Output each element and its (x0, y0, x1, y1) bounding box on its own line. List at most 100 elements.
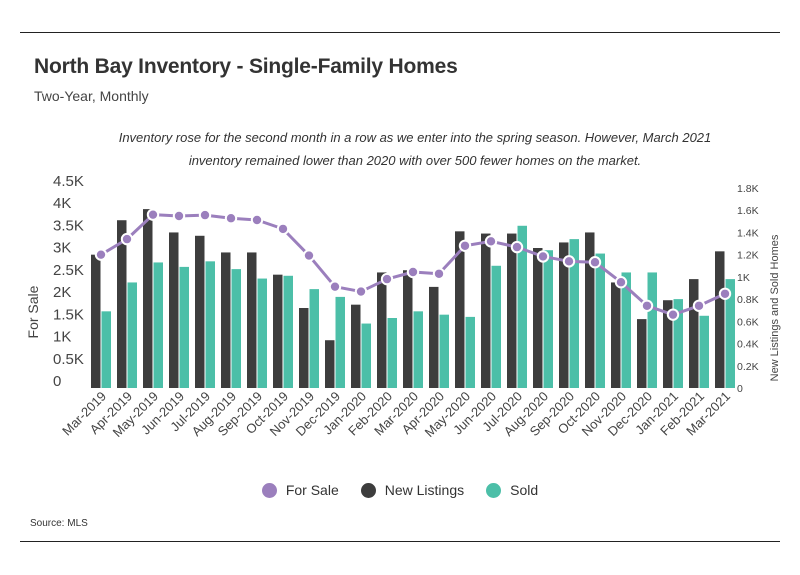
left-axis-tick-label: 4.5K (53, 173, 84, 190)
for-sale-point (510, 240, 524, 254)
left-axis-tick-label: 0 (53, 373, 61, 390)
sold-bar (335, 296, 345, 388)
sold-bar (179, 266, 189, 388)
sold-bar (439, 314, 449, 388)
for-sale-point (692, 299, 706, 312)
sold-bar (101, 311, 111, 388)
new-listings-bar (247, 252, 257, 388)
left-axis-tick-label: 3.5K (53, 217, 84, 234)
new-listings-bar (533, 248, 543, 388)
left-axis-tick-label: 2K (53, 284, 71, 301)
new-listings-bar (611, 282, 621, 388)
sold-bar (387, 318, 397, 388)
source-note: Source: MLS (30, 518, 88, 529)
new-listings-bar (195, 235, 205, 388)
new-listings-bar (91, 254, 101, 388)
chart-title: North Bay Inventory - Single-Family Home… (34, 55, 458, 78)
new-listings-bar (377, 272, 387, 388)
right-axis-tick-label: 0.8K (737, 294, 759, 306)
legend-item-for-sale[interactable]: For Sale (261, 482, 339, 498)
chart-legend: For Sale New Listings Sold (0, 482, 800, 498)
for-sale-point (614, 276, 628, 289)
for-sale-point (484, 235, 498, 248)
right-axis-tick-label: 0 (737, 383, 743, 395)
for-sale-point (146, 208, 160, 221)
sold-bar (153, 262, 163, 388)
left-axis-title: For Sale (25, 285, 41, 338)
legend-item-sold[interactable]: Sold (486, 482, 538, 498)
sold-bar (699, 315, 709, 388)
new-listings-bar (221, 252, 231, 388)
for-sale-point (536, 250, 550, 263)
annotation-line-1: Inventory rose for the second month in a… (118, 130, 712, 145)
left-axis-tick-label: 4K (53, 195, 71, 212)
legend-item-new-listings[interactable]: New Listings (360, 482, 465, 498)
legend-label-sold: Sold (510, 482, 539, 498)
sold-bar (283, 275, 293, 388)
sold-bar (231, 269, 241, 388)
sold-bar (257, 278, 267, 388)
bottom-rule (20, 541, 780, 542)
new-listings-bar (299, 308, 309, 388)
new-listings-bar (585, 232, 595, 388)
new-listings-bar (637, 319, 647, 388)
sold-bar (595, 253, 605, 388)
for-sale-point (458, 239, 472, 252)
for-sale-point (94, 248, 108, 261)
legend-label-for-sale: For Sale (285, 482, 339, 498)
sold-bar (673, 299, 683, 388)
right-axis-tick-label: 1.2K (737, 250, 759, 262)
for-sale-point (562, 255, 576, 268)
sold-bar (517, 225, 527, 388)
for-sale-point (406, 265, 420, 279)
sold-bar (647, 272, 657, 388)
new-listings-bar (143, 209, 153, 388)
sold-bar (465, 316, 475, 388)
new-listings-bar (169, 232, 179, 388)
for-sale-point (354, 285, 368, 298)
for-sale-point (328, 280, 342, 293)
new-listings-bar (403, 270, 413, 388)
right-axis-tick-label: 1.4K (737, 227, 759, 239)
right-axis-tick-label: 0.6K (737, 316, 759, 328)
annotation-line-2: inventory remained lower than 2020 with … (188, 153, 642, 168)
for-sale-point (640, 299, 654, 312)
new-listings-bar (507, 233, 517, 388)
sold-bar (543, 250, 553, 388)
right-axis-tick-label: 1.6K (737, 205, 759, 217)
left-axis-tick-label: 3K (53, 240, 71, 257)
for-sale-point (250, 213, 264, 227)
sold-bar (725, 279, 735, 388)
for-sale-line (100, 213, 726, 317)
left-axis-tick-label: 1K (53, 329, 71, 346)
sold-bar (127, 282, 137, 388)
for-sale-point (276, 222, 290, 236)
left-axis-tick-label: 2.5K (53, 262, 84, 279)
new-listings-bar (325, 340, 335, 388)
right-axis-tick-label: 0.4K (737, 339, 759, 351)
for-sale-point (666, 308, 680, 321)
top-rule (20, 32, 780, 33)
sold-bar (205, 261, 215, 388)
legend-label-new-listings: New Listings (384, 482, 465, 498)
new-listings-bar (455, 231, 465, 388)
new-listings-bar (559, 242, 569, 388)
new-listings-bar (663, 300, 673, 388)
sold-bar (309, 289, 319, 388)
right-axis-title: New Listings and Sold Homes (769, 234, 781, 381)
right-axis-tick-label: 1K (737, 272, 750, 284)
left-axis-tick-label: 1.5K (53, 306, 84, 323)
for-sale-point (120, 232, 134, 246)
new-listings-bar (481, 233, 491, 388)
for-sale-point (198, 208, 212, 222)
for-sale-point (224, 212, 238, 225)
for-sale-point (302, 249, 316, 262)
new-listings-legend-dot-icon (360, 482, 376, 498)
for-sale-point (172, 209, 186, 223)
new-listings-bar (351, 304, 361, 388)
sold-legend-dot-icon (486, 482, 502, 498)
for-sale-point (588, 256, 602, 269)
new-listings-bar (273, 274, 283, 388)
sold-bar (413, 311, 423, 388)
